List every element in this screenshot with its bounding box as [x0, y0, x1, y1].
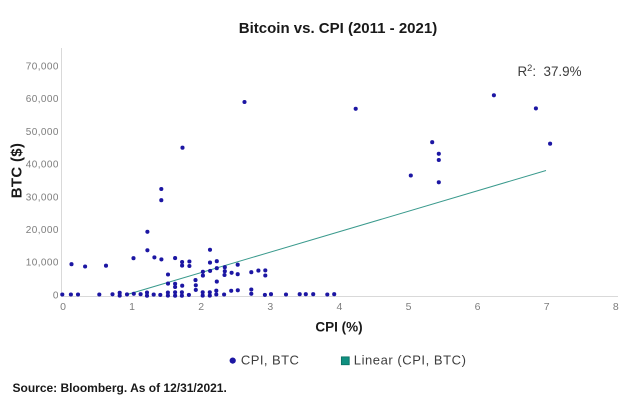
svg-text:CPI (%): CPI (%): [315, 320, 362, 335]
svg-text:70,000: 70,000: [26, 61, 59, 72]
svg-text:50,000: 50,000: [26, 127, 59, 138]
svg-text:2: 2: [198, 301, 204, 313]
svg-text:7: 7: [544, 301, 550, 313]
svg-text:30,000: 30,000: [26, 192, 59, 203]
svg-text:Bitcoin vs. CPI (2011 - 2021): Bitcoin vs. CPI (2011 - 2021): [239, 20, 437, 37]
svg-text:3: 3: [267, 301, 273, 313]
svg-text:6: 6: [475, 301, 481, 313]
svg-text:5: 5: [406, 301, 412, 313]
svg-text:8: 8: [613, 301, 619, 313]
svg-text:Source: Bloomberg. As of 12/31: Source: Bloomberg. As of 12/31/2021.: [13, 381, 227, 395]
svg-text:Linear (CPI, BTC): Linear (CPI, BTC): [354, 353, 467, 368]
svg-text:0: 0: [53, 290, 59, 301]
svg-text:BTC ($): BTC ($): [9, 143, 26, 198]
svg-text:60,000: 60,000: [26, 94, 59, 105]
svg-text:CPI, BTC: CPI, BTC: [241, 353, 300, 368]
svg-text:0: 0: [60, 301, 66, 313]
svg-text:10,000: 10,000: [26, 258, 59, 269]
svg-text:4: 4: [336, 301, 342, 313]
svg-text:40,000: 40,000: [26, 160, 59, 171]
svg-text:20,000: 20,000: [26, 225, 59, 236]
svg-text:1: 1: [129, 301, 135, 313]
svg-text:R2: 37.9%: R2: 37.9%: [518, 63, 582, 79]
